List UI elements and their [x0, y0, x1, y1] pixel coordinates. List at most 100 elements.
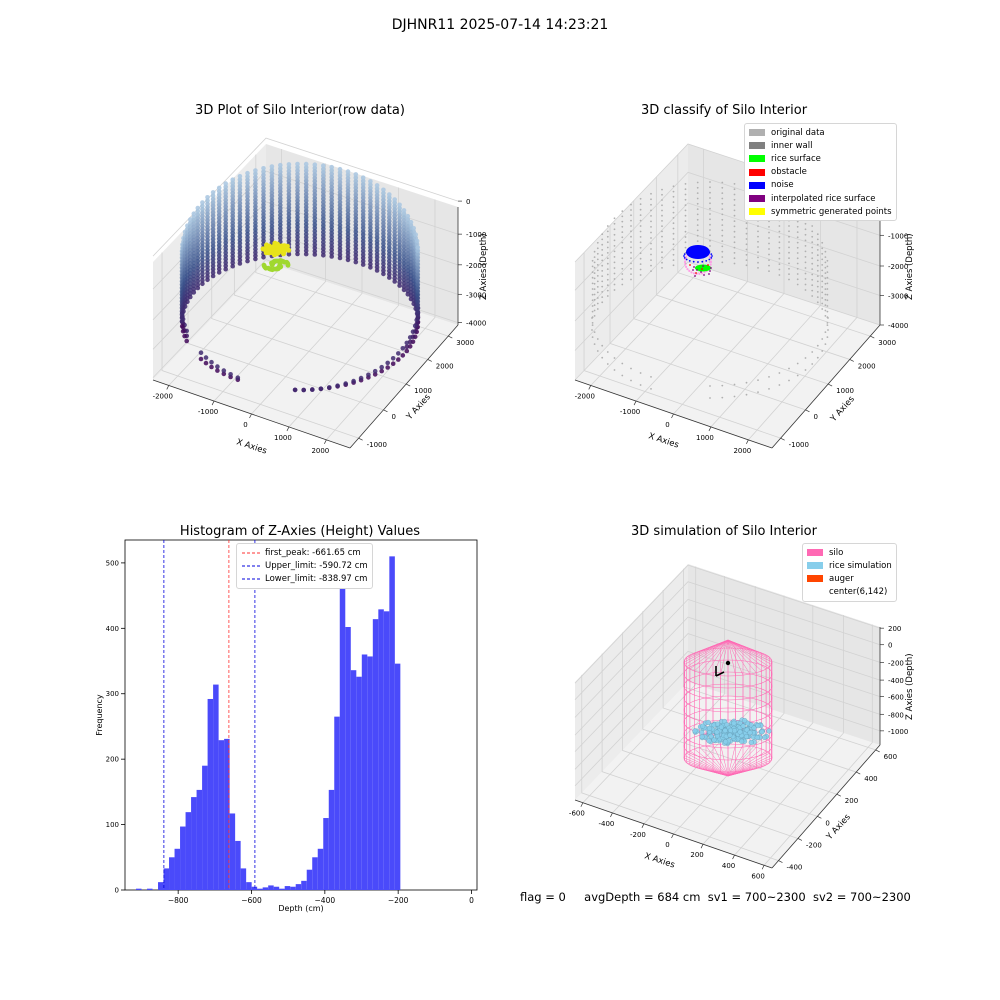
- panel2-point: [721, 213, 724, 216]
- panel2-point: [824, 304, 827, 307]
- panel1-point: [200, 264, 205, 270]
- panel2-point: [788, 251, 790, 254]
- panel1-point: [327, 385, 332, 390]
- panel1-point: [353, 259, 359, 265]
- panel1-point: [188, 220, 193, 226]
- panel2-point: [672, 259, 675, 261]
- panel1-point: [312, 212, 318, 217]
- panel2-point: [661, 188, 663, 191]
- panel1-point: [387, 255, 392, 260]
- panel2-point: [708, 273, 710, 275]
- panel1-point: [345, 224, 351, 230]
- panel2-point: [613, 267, 616, 269]
- panel2-point: [621, 283, 624, 286]
- panel3-bar: [301, 880, 307, 890]
- panel2-point: [778, 246, 781, 249]
- panel1-point: [216, 270, 222, 275]
- panel1-point: [345, 185, 351, 191]
- panel1-point: [368, 255, 373, 260]
- panel1-point: [188, 227, 193, 232]
- panel1-point: [321, 219, 326, 225]
- panel1-point: [230, 214, 235, 219]
- panel1-point: [345, 208, 351, 214]
- panel2-point: [708, 258, 711, 261]
- panel1-point: [195, 232, 201, 237]
- panel2-point: [621, 225, 624, 228]
- panel1-point: [295, 228, 300, 233]
- panel1-point: [353, 222, 359, 228]
- panel2-point: [811, 268, 814, 270]
- panel1-point: [216, 205, 222, 211]
- panel1-point: [245, 235, 250, 240]
- panel1-point: [237, 210, 243, 216]
- panel1-point: [415, 299, 421, 304]
- panel2-point: [661, 240, 663, 243]
- panel1-point: [278, 179, 283, 185]
- panel1-point: [312, 192, 318, 197]
- panel2-point: [630, 241, 632, 243]
- panel1-point: [245, 241, 250, 247]
- panel1-point: [245, 231, 250, 237]
- panel1-point: [374, 232, 380, 237]
- panel1-point: [303, 248, 309, 254]
- panel1-yaxis: [349, 324, 459, 449]
- panel1-point: [180, 314, 185, 319]
- panel2-point: [613, 283, 616, 286]
- panel2-point: [824, 331, 827, 333]
- panel1-point: [303, 221, 309, 227]
- panel2-point: [788, 267, 790, 270]
- panel3-bar: [361, 654, 368, 890]
- panel2-point: [650, 215, 652, 217]
- panel3-xtick-label: −600: [241, 896, 262, 905]
- panel1-point: [191, 221, 197, 226]
- panel1-point: [321, 203, 326, 208]
- panel1-point: [210, 246, 216, 252]
- panel1-point: [295, 215, 300, 220]
- panel2-point: [639, 252, 642, 255]
- panel2-legend: original data inner wall rice surface obsta…: [744, 123, 897, 222]
- panel1-point: [209, 359, 214, 365]
- panel2-point: [703, 271, 706, 274]
- panel2-legend-entry: inner wall: [749, 139, 892, 152]
- panel2-point: [601, 356, 604, 359]
- panel1-point: [188, 254, 193, 259]
- panel1-point: [401, 241, 407, 246]
- panel1-point: [210, 273, 216, 279]
- panel2-point: [696, 213, 699, 216]
- panel1-point: [374, 196, 380, 201]
- panel2-point: [827, 329, 829, 331]
- panel1-point: [410, 329, 416, 335]
- panel2-point: [824, 266, 827, 269]
- panel4-xtick: [610, 812, 613, 818]
- panel2-point: [683, 260, 687, 264]
- panel1-point: [200, 237, 205, 243]
- panel1-point: [188, 237, 193, 243]
- panel1-point: [387, 238, 392, 244]
- panel1-point: [253, 204, 258, 209]
- panel1-point: [360, 238, 366, 244]
- panel2-point: [696, 181, 699, 184]
- panel1-point: [230, 204, 235, 209]
- panel1-point: [374, 248, 380, 254]
- panel1-point: [200, 223, 205, 229]
- panel3-bar: [306, 869, 313, 890]
- panel2-point: [606, 289, 609, 292]
- panel1-point: [295, 165, 300, 170]
- panel2-point: [811, 262, 814, 265]
- panel1-point: [205, 195, 210, 200]
- panel2-point: [694, 275, 696, 277]
- panel3-bar: [328, 789, 335, 890]
- panel1-point: [210, 193, 216, 199]
- panel1-point: [253, 224, 258, 229]
- panel2-point: [639, 225, 642, 227]
- panel1-point: [374, 202, 380, 208]
- panel1-point: [345, 251, 351, 256]
- panel2-point: [613, 289, 616, 291]
- panel2-point: [757, 240, 759, 243]
- panel1-point: [415, 316, 421, 321]
- panel1-point: [397, 263, 402, 268]
- panel2-point: [709, 191, 711, 194]
- panel4-ytick-label: 0: [825, 819, 829, 827]
- panel1-point: [188, 217, 193, 222]
- panel1-point: [329, 250, 335, 256]
